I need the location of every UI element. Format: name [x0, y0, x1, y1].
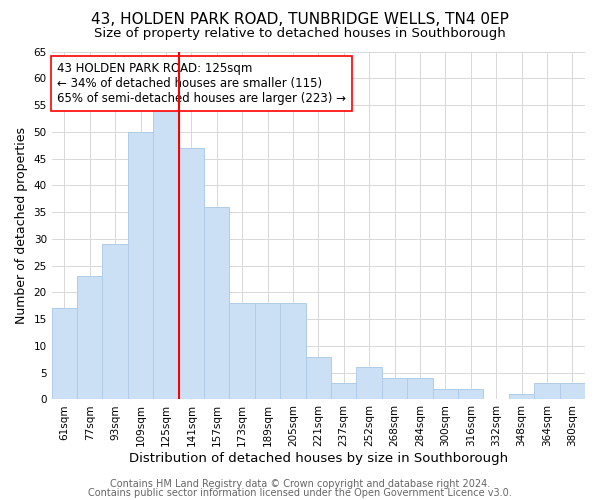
Bar: [331, 384, 356, 400]
Text: Contains public sector information licensed under the Open Government Licence v3: Contains public sector information licen…: [88, 488, 512, 498]
Bar: [77, 276, 103, 400]
Bar: [153, 110, 179, 400]
Bar: [433, 389, 458, 400]
Text: 43 HOLDEN PARK ROAD: 125sqm
← 34% of detached houses are smaller (115)
65% of se: 43 HOLDEN PARK ROAD: 125sqm ← 34% of det…: [57, 62, 346, 105]
Bar: [458, 389, 484, 400]
Bar: [280, 303, 305, 400]
Bar: [179, 148, 204, 400]
Bar: [305, 356, 331, 400]
Bar: [204, 206, 229, 400]
Bar: [229, 303, 255, 400]
Text: 43, HOLDEN PARK ROAD, TUNBRIDGE WELLS, TN4 0EP: 43, HOLDEN PARK ROAD, TUNBRIDGE WELLS, T…: [91, 12, 509, 28]
Bar: [128, 132, 153, 400]
Bar: [103, 244, 128, 400]
Bar: [560, 384, 585, 400]
Bar: [255, 303, 280, 400]
Bar: [407, 378, 433, 400]
Bar: [534, 384, 560, 400]
Text: Size of property relative to detached houses in Southborough: Size of property relative to detached ho…: [94, 28, 506, 40]
Bar: [509, 394, 534, 400]
Y-axis label: Number of detached properties: Number of detached properties: [15, 127, 28, 324]
Bar: [356, 368, 382, 400]
Bar: [52, 308, 77, 400]
Bar: [382, 378, 407, 400]
X-axis label: Distribution of detached houses by size in Southborough: Distribution of detached houses by size …: [129, 452, 508, 465]
Text: Contains HM Land Registry data © Crown copyright and database right 2024.: Contains HM Land Registry data © Crown c…: [110, 479, 490, 489]
